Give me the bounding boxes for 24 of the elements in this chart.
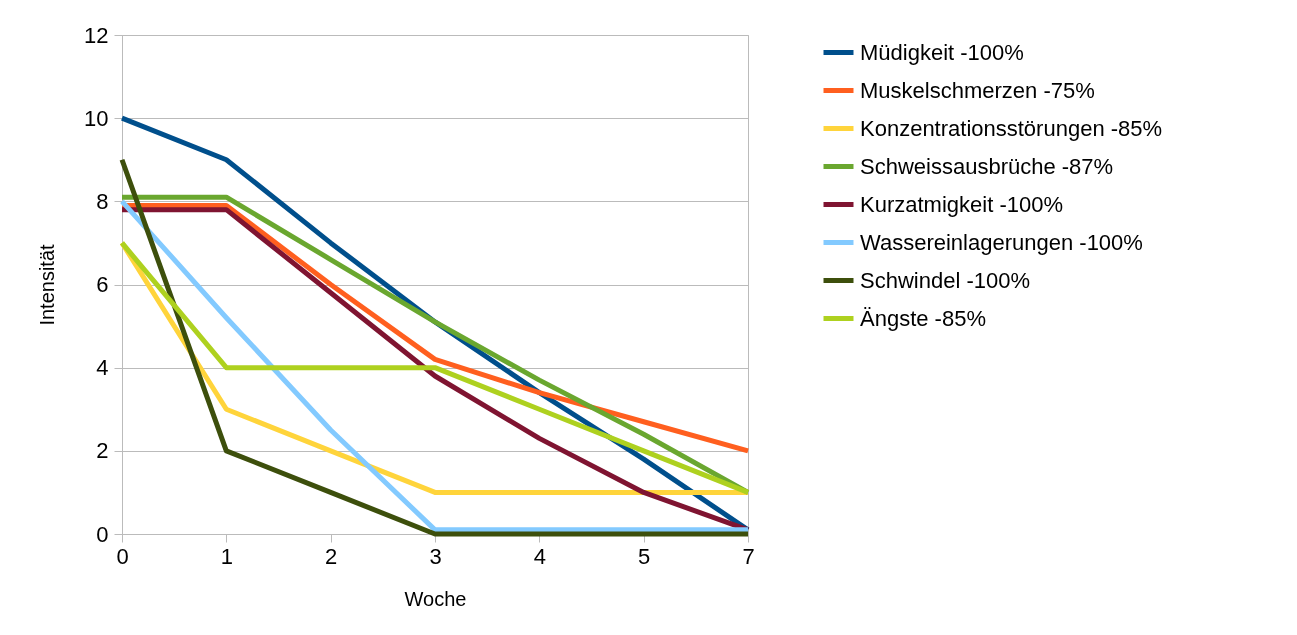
x-tick-label: 7 (742, 543, 755, 569)
y-tick-label: 4 (96, 355, 109, 381)
x-axis-title: Woche (404, 587, 467, 610)
x-tick-label: 5 (638, 543, 651, 569)
legend-label: Müdigkeit -100% (860, 39, 1024, 65)
y-tick-label: 6 (96, 272, 109, 297)
x-tick-label: 2 (325, 543, 338, 569)
legend-label: Ängste -85% (860, 305, 986, 331)
legend-label: Konzentrationsstörungen -85% (860, 115, 1163, 141)
legend-label: Kurzatmigkeit -100% (860, 191, 1063, 217)
y-tick-label: 0 (96, 521, 109, 547)
y-tick-label: 8 (96, 188, 109, 214)
y-axis-title: Intensität (36, 243, 59, 326)
x-tick-label: 0 (116, 543, 129, 569)
legend-label: Wassereinlagerungen -100% (860, 229, 1143, 255)
x-tick-label: 3 (429, 543, 442, 569)
legend-label: Schweissausbrüche -87% (860, 153, 1114, 179)
y-tick-label: 2 (96, 438, 109, 464)
x-tick-label: 4 (533, 543, 546, 569)
legend-label: Schwindel -100% (860, 267, 1030, 293)
y-tick-label: 12 (84, 22, 109, 48)
legend-label: Muskelschmerzen -75% (860, 77, 1095, 103)
y-tick-label: 10 (84, 105, 109, 131)
x-tick-label: 1 (220, 543, 233, 569)
